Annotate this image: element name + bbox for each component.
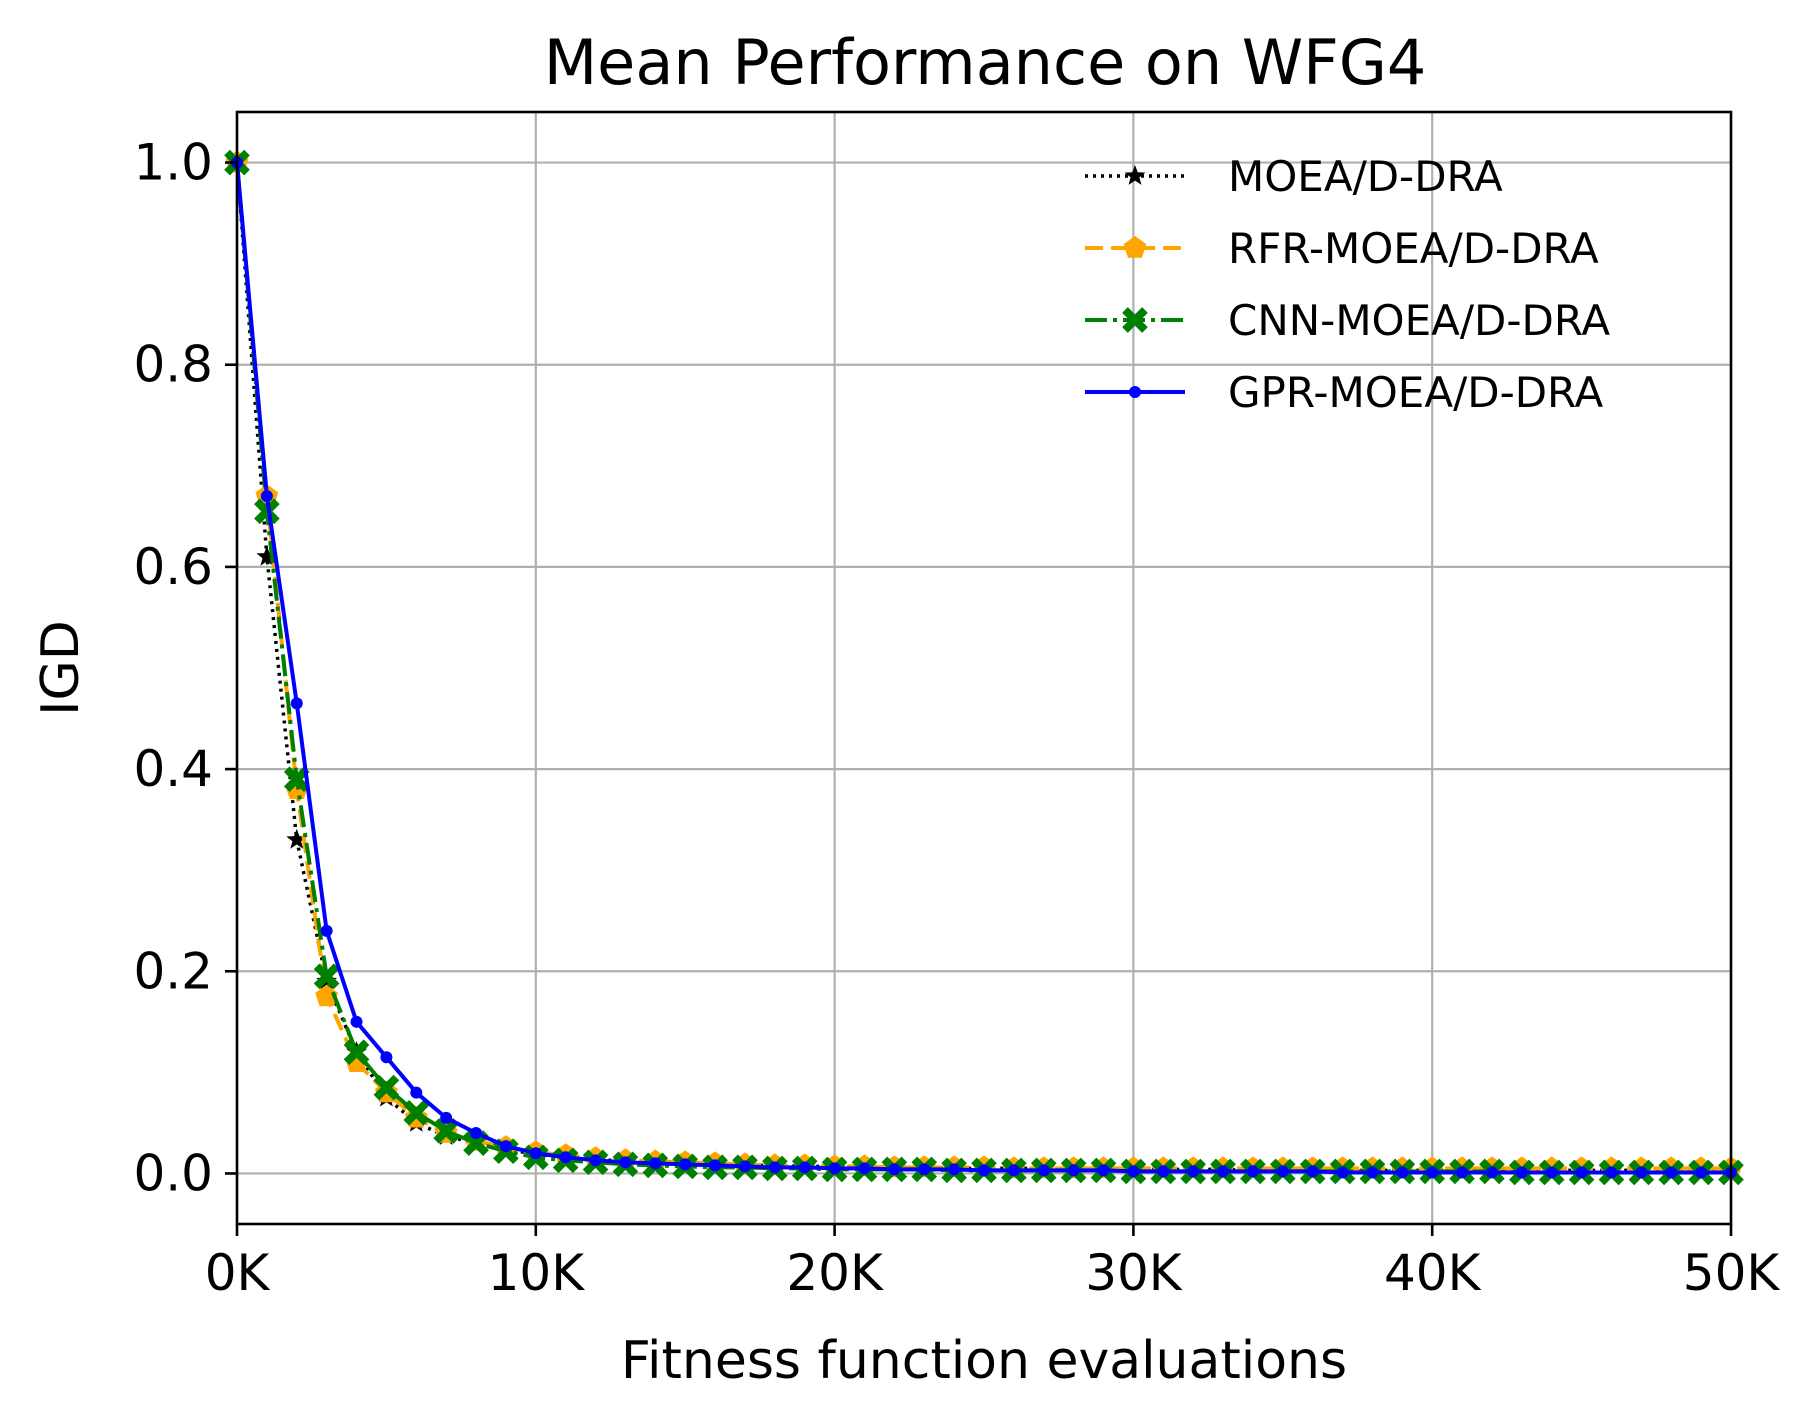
series-group <box>224 149 1744 1186</box>
y-axis-label: IGD <box>31 620 91 716</box>
data-point <box>1217 1165 1230 1178</box>
data-point <box>1037 1164 1050 1177</box>
legend-label: CNN-MOEA/D-DRA <box>1228 296 1610 345</box>
data-point <box>350 1015 363 1028</box>
data-point <box>709 1159 722 1172</box>
legend-item: GPR-MOEA/D-DRA <box>1085 368 1604 417</box>
data-point <box>529 1147 542 1160</box>
data-point <box>313 963 340 990</box>
data-point <box>1605 1166 1618 1179</box>
data-point <box>1007 1164 1020 1177</box>
legend-swatch-marker <box>1122 307 1148 333</box>
data-point <box>858 1162 871 1175</box>
y-tick-label: 0.8 <box>133 336 213 394</box>
data-point <box>380 1051 393 1064</box>
x-tick-label: 0K <box>205 1244 271 1302</box>
data-point <box>440 1111 453 1124</box>
y-tick-label: 0.4 <box>133 740 213 798</box>
data-point <box>1695 1166 1708 1179</box>
data-point <box>320 924 333 937</box>
data-point <box>589 1154 602 1167</box>
data-point <box>798 1161 811 1174</box>
data-point <box>283 766 310 793</box>
x-tick-label: 10K <box>488 1244 586 1302</box>
legend-swatch-marker <box>1124 165 1146 185</box>
legend-label: GPR-MOEA/D-DRA <box>1228 368 1604 417</box>
data-point <box>403 1099 430 1126</box>
data-point <box>256 545 278 566</box>
data-point <box>679 1158 692 1171</box>
data-point <box>1187 1165 1200 1178</box>
chart-title: Mean Performance on WFG4 <box>544 26 1427 99</box>
series-group-item <box>231 156 1737 1179</box>
legend-swatch-marker <box>1123 236 1147 258</box>
data-point <box>888 1163 901 1176</box>
x-tick-label: 20K <box>786 1244 884 1302</box>
data-point <box>619 1156 632 1169</box>
data-point <box>918 1163 931 1176</box>
data-point <box>1097 1164 1110 1177</box>
data-point <box>738 1160 751 1173</box>
grid <box>235 112 1733 1224</box>
data-point <box>290 697 303 710</box>
data-point <box>1545 1166 1558 1179</box>
legend-item: RFR-MOEA/D-DRA <box>1085 224 1599 273</box>
data-point <box>1157 1165 1170 1178</box>
data-point <box>1396 1166 1409 1179</box>
data-point <box>286 828 308 849</box>
x-axis-label: Fitness function evaluations <box>621 1331 1347 1391</box>
data-point <box>254 498 280 525</box>
data-point <box>559 1151 572 1164</box>
data-point <box>1515 1166 1528 1179</box>
data-point <box>649 1157 662 1170</box>
data-point <box>343 1039 370 1065</box>
legend-swatch-marker <box>1129 386 1141 398</box>
data-point <box>260 490 273 503</box>
data-point <box>978 1164 990 1177</box>
legend-item: CNN-MOEA/D-DRA <box>1085 296 1610 345</box>
x-tick-label: 30K <box>1085 1244 1183 1302</box>
data-point <box>499 1140 512 1153</box>
data-point <box>1276 1165 1289 1178</box>
data-point <box>1456 1166 1469 1179</box>
data-point <box>948 1163 961 1176</box>
data-point <box>1067 1164 1080 1177</box>
data-point <box>373 1074 400 1101</box>
data-point <box>1575 1166 1588 1179</box>
data-point <box>410 1086 423 1099</box>
data-point <box>1246 1165 1259 1178</box>
data-point <box>470 1127 483 1140</box>
data-point <box>1366 1166 1379 1179</box>
data-point <box>1485 1166 1498 1179</box>
axis-ticks: 0K 10K 20K 30K 40K 50K 0.0 0.2 0.4 0.6 0.8 1.0 <box>133 134 1780 1302</box>
data-point <box>1665 1166 1678 1179</box>
x-tick-label: 50K <box>1683 1244 1781 1302</box>
y-tick-label: 0.2 <box>133 942 213 1000</box>
data-point <box>1426 1166 1439 1179</box>
legend-label: RFR-MOEA/D-DRA <box>1228 224 1599 273</box>
legend: MOEA/D-DRA RFR-MOEA/D-DRA CNN-MOEA/D-DRA GP… <box>1085 152 1610 417</box>
y-tick-label: 1.0 <box>133 134 213 192</box>
legend-item: MOEA/D-DRA <box>1085 152 1503 201</box>
y-tick-label: 0.0 <box>133 1144 213 1202</box>
x-tick-label: 40K <box>1384 1244 1482 1302</box>
data-point <box>768 1161 781 1174</box>
data-point <box>1336 1166 1349 1179</box>
data-point <box>828 1162 841 1175</box>
data-point <box>1306 1165 1319 1178</box>
data-point <box>1127 1165 1140 1178</box>
data-point <box>1635 1166 1648 1179</box>
legend-label: MOEA/D-DRA <box>1228 152 1503 201</box>
data-point <box>315 984 339 1007</box>
data-point <box>433 1118 459 1144</box>
plot-area-frame <box>235 110 1733 1226</box>
y-tick-label: 0.6 <box>133 538 213 596</box>
